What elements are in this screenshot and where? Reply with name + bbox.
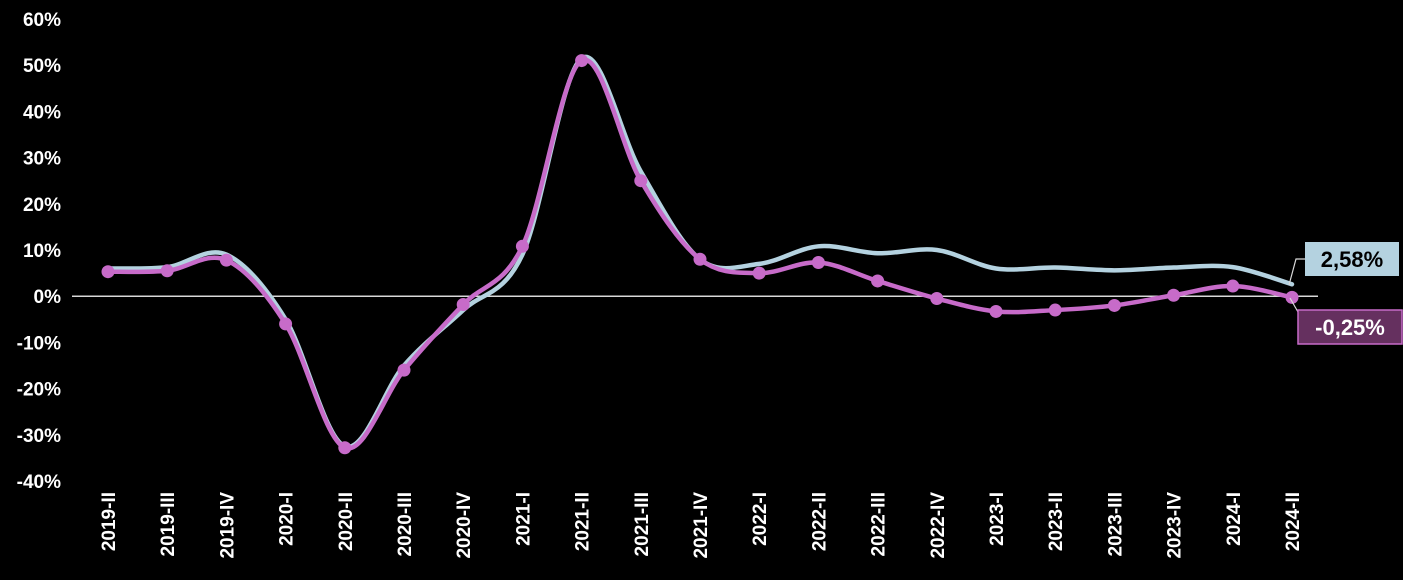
data-point-marker <box>456 298 470 312</box>
y-tick-label: 40% <box>23 102 61 123</box>
series-lines <box>101 54 1299 455</box>
data-point-marker <box>160 264 174 278</box>
x-tick-label: 2021-III <box>632 492 653 556</box>
x-tick-label: 2022-I <box>750 492 771 546</box>
end-value-label: 2,58% <box>1321 247 1383 272</box>
x-tick-label: 2020-I <box>277 492 298 546</box>
y-tick-label: -30% <box>17 426 61 447</box>
data-point-marker <box>279 317 293 331</box>
y-tick-label: -40% <box>17 472 61 493</box>
x-tick-label: 2023-II <box>1046 492 1067 551</box>
data-point-marker <box>338 441 352 455</box>
x-tick-label: 2022-II <box>809 492 830 551</box>
data-point-marker <box>811 255 825 269</box>
data-point-marker <box>752 266 766 280</box>
end-value-labels: 2,58% -0,25% <box>1288 242 1403 345</box>
data-point-marker <box>1048 303 1062 317</box>
data-point-marker <box>101 265 115 279</box>
x-tick-label: 2019-IV <box>217 492 238 559</box>
data-point-marker <box>397 363 411 377</box>
data-point-marker <box>1107 298 1121 312</box>
x-tick-label: 2024-I <box>1224 492 1245 546</box>
end-value-label: -0,25% <box>1315 315 1385 340</box>
x-tick-label: 2022-III <box>869 492 890 556</box>
x-tick-label: 2020-III <box>395 492 416 556</box>
end-label-leader-line <box>1288 258 1305 286</box>
data-point-marker <box>1285 290 1299 304</box>
data-point-marker <box>219 253 233 267</box>
y-tick-label: 30% <box>23 149 61 170</box>
data-point-marker <box>1167 288 1181 302</box>
x-tick-label: 2023-III <box>1105 492 1126 556</box>
y-tick-label: 0% <box>34 287 62 308</box>
y-tick-label: 20% <box>23 195 61 216</box>
x-axis-tick-labels: 2019-II 2019-III 2019-IV 2020-I 2020-II 2020-… <box>99 492 1304 559</box>
data-point-marker <box>575 54 589 68</box>
end-label-box <box>1305 242 1399 276</box>
data-point-marker <box>871 274 885 288</box>
x-tick-label: 2023-I <box>987 492 1008 546</box>
y-axis-tick-labels: 60% 50% 40% 30% 20% 10% 0% -10% -20% -30% -40% <box>17 10 61 493</box>
series-line-1 <box>105 54 1295 449</box>
x-tick-label: 2024-II <box>1283 492 1304 551</box>
x-tick-label: 2019-II <box>99 492 120 551</box>
data-point-marker <box>930 292 944 306</box>
end-label-box <box>1297 309 1403 345</box>
data-point-marker <box>634 174 648 188</box>
y-tick-label: 50% <box>23 56 61 77</box>
data-point-marker <box>989 304 1003 318</box>
end-label-leader-line <box>1289 297 1299 313</box>
y-tick-label: 60% <box>23 10 61 31</box>
data-point-marker <box>693 252 707 266</box>
x-tick-label: 2022-IV <box>928 492 949 559</box>
data-point-marker <box>1226 279 1240 293</box>
x-tick-label: 2020-IV <box>454 492 475 559</box>
x-tick-label: 2019-III <box>158 492 179 556</box>
x-tick-label: 2021-I <box>513 492 534 546</box>
y-tick-label: -10% <box>17 333 61 354</box>
x-tick-label: 2021-IV <box>691 492 712 559</box>
x-tick-label: 2023-IV <box>1165 492 1186 559</box>
x-tick-label: 2020-II <box>336 492 357 551</box>
y-tick-label: -20% <box>17 380 61 401</box>
y-tick-label: 10% <box>23 241 61 262</box>
data-point-marker <box>515 239 529 253</box>
x-tick-label: 2021-II <box>573 492 594 551</box>
